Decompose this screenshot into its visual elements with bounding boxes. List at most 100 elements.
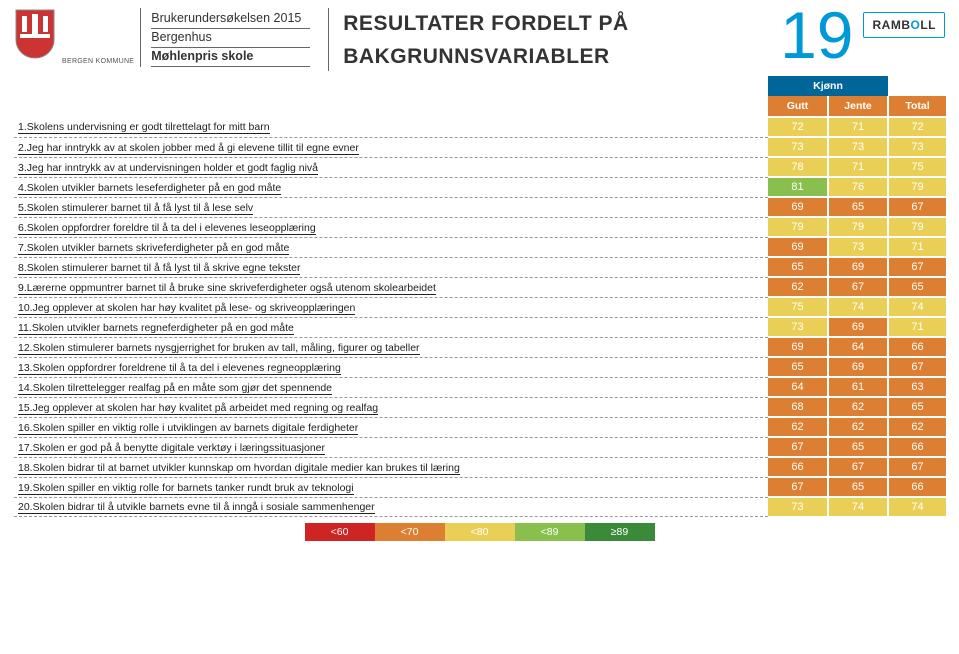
value-cell: 63 — [888, 377, 946, 397]
value-cell: 62 — [768, 277, 828, 297]
results-table: Kjønn Gutt Jente Total 1.Skolens undervi… — [14, 76, 946, 517]
page-number: 19 — [780, 2, 853, 68]
question-cell: 10.Jeg opplever at skolen har høy kvalit… — [14, 297, 768, 317]
table-row: 11.Skolen utvikler barnets regneferdighe… — [14, 317, 946, 337]
page-title: RESULTATER FORDELT PÅ BAKGRUNNSVARIABLER — [328, 8, 780, 71]
table-row: 13.Skolen oppfordrer foreldrene til å ta… — [14, 357, 946, 377]
question-cell: 15.Jeg opplever at skolen har høy kvalit… — [14, 397, 768, 417]
legend-item: <60 — [305, 523, 375, 541]
question-cell: 2.Jeg har inntrykk av at skolen jobber m… — [14, 137, 768, 157]
value-cell: 72 — [768, 117, 828, 137]
value-cell: 66 — [888, 337, 946, 357]
brand-text: RAMBOLL — [872, 18, 936, 32]
value-cell: 72 — [888, 117, 946, 137]
value-cell: 75 — [888, 157, 946, 177]
value-cell: 74 — [888, 497, 946, 516]
table-row: 17.Skolen er god på å benytte digitale v… — [14, 437, 946, 457]
question-cell: 20.Skolen bidrar til å utvikle barnets e… — [14, 497, 768, 516]
question-cell: 18.Skolen bidrar til at barnet utvikler … — [14, 457, 768, 477]
value-cell: 75 — [768, 297, 828, 317]
question-cell: 9.Lærerne oppmuntrer barnet til å bruke … — [14, 277, 768, 297]
question-cell: 6.Skolen oppfordrer foreldre til å ta de… — [14, 217, 768, 237]
question-cell: 5.Skolen stimulerer barnet til å få lyst… — [14, 197, 768, 217]
value-cell: 71 — [828, 117, 888, 137]
value-cell: 65 — [828, 197, 888, 217]
table-row: 15.Jeg opplever at skolen har høy kvalit… — [14, 397, 946, 417]
value-cell: 67 — [768, 437, 828, 457]
value-cell: 79 — [768, 217, 828, 237]
question-cell: 17.Skolen er god på å benytte digitale v… — [14, 437, 768, 457]
value-cell: 81 — [768, 177, 828, 197]
district-name: Bergenhus — [151, 28, 310, 47]
table-row: 5.Skolen stimulerer barnet til å få lyst… — [14, 197, 946, 217]
value-cell: 78 — [768, 157, 828, 177]
value-cell: 79 — [888, 177, 946, 197]
value-cell: 73 — [828, 137, 888, 157]
value-cell: 73 — [768, 497, 828, 516]
value-cell: 79 — [828, 217, 888, 237]
value-cell: 66 — [888, 437, 946, 457]
table-row: 14.Skolen tilrettelegger realfag på en m… — [14, 377, 946, 397]
table-row: 16.Skolen spiller en viktig rolle i utvi… — [14, 417, 946, 437]
value-cell: 62 — [768, 417, 828, 437]
value-cell: 69 — [768, 237, 828, 257]
value-cell: 64 — [768, 377, 828, 397]
table-row: 20.Skolen bidrar til å utvikle barnets e… — [14, 497, 946, 516]
value-cell: 65 — [768, 357, 828, 377]
question-cell: 12.Skolen stimulerer barnets nysgjerrigh… — [14, 337, 768, 357]
value-cell: 65 — [888, 397, 946, 417]
value-cell: 62 — [828, 417, 888, 437]
table-row: 9.Lærerne oppmuntrer barnet til å bruke … — [14, 277, 946, 297]
value-cell: 71 — [828, 157, 888, 177]
question-cell: 13.Skolen oppfordrer foreldrene til å ta… — [14, 357, 768, 377]
value-cell: 65 — [828, 437, 888, 457]
table-row: 10.Jeg opplever at skolen har høy kvalit… — [14, 297, 946, 317]
legend-item: <80 — [445, 523, 515, 541]
question-cell: 19.Skolen spiller en viktig rolle for ba… — [14, 477, 768, 497]
value-cell: 73 — [768, 317, 828, 337]
value-cell: 67 — [888, 357, 946, 377]
value-cell: 67 — [828, 277, 888, 297]
school-name: Møhlenpris skole — [151, 47, 310, 67]
value-cell: 67 — [828, 457, 888, 477]
value-cell: 67 — [888, 457, 946, 477]
value-cell: 62 — [888, 417, 946, 437]
blank-header — [14, 76, 768, 96]
value-cell: 71 — [888, 317, 946, 337]
value-cell: 73 — [888, 137, 946, 157]
value-cell: 61 — [828, 377, 888, 397]
question-cell: 14.Skolen tilrettelegger realfag på en m… — [14, 377, 768, 397]
value-cell: 64 — [828, 337, 888, 357]
value-cell: 74 — [888, 297, 946, 317]
page-header: BERGEN KOMMUNE Brukerundersøkelsen 2015 … — [0, 0, 959, 76]
legend-item: <89 — [515, 523, 585, 541]
col-header: Jente — [828, 96, 888, 117]
table-row: 7.Skolen utvikler barnets skriveferdighe… — [14, 237, 946, 257]
legend-item: <70 — [375, 523, 445, 541]
group-header: Kjønn — [768, 76, 888, 96]
value-cell: 79 — [888, 217, 946, 237]
table-row: 2.Jeg har inntrykk av at skolen jobber m… — [14, 137, 946, 157]
table-row: 19.Skolen spiller en viktig rolle for ba… — [14, 477, 946, 497]
value-cell: 74 — [828, 497, 888, 516]
kommune-label: BERGEN KOMMUNE — [62, 58, 134, 65]
table-row: 1.Skolens undervisning er godt tilrettel… — [14, 117, 946, 137]
question-cell: 8.Skolen stimulerer barnet til å få lyst… — [14, 257, 768, 277]
table-row: 4.Skolen utvikler barnets leseferdighete… — [14, 177, 946, 197]
value-cell: 66 — [768, 457, 828, 477]
value-cell: 68 — [768, 397, 828, 417]
question-cell: 3.Jeg har inntrykk av at undervisningen … — [14, 157, 768, 177]
survey-title: Brukerundersøkelsen 2015 — [151, 10, 310, 28]
question-cell: 11.Skolen utvikler barnets regneferdighe… — [14, 317, 768, 337]
value-cell: 67 — [888, 257, 946, 277]
value-cell: 76 — [828, 177, 888, 197]
value-cell: 66 — [888, 477, 946, 497]
kommune-crest-icon — [14, 8, 56, 60]
value-cell: 67 — [768, 477, 828, 497]
value-cell: 65 — [768, 257, 828, 277]
value-cell: 65 — [888, 277, 946, 297]
table-row: 3.Jeg har inntrykk av at undervisningen … — [14, 157, 946, 177]
color-legend: <60<70<80<89≥89 — [0, 523, 959, 541]
table-row: 6.Skolen oppfordrer foreldre til å ta de… — [14, 217, 946, 237]
value-cell: 62 — [828, 397, 888, 417]
